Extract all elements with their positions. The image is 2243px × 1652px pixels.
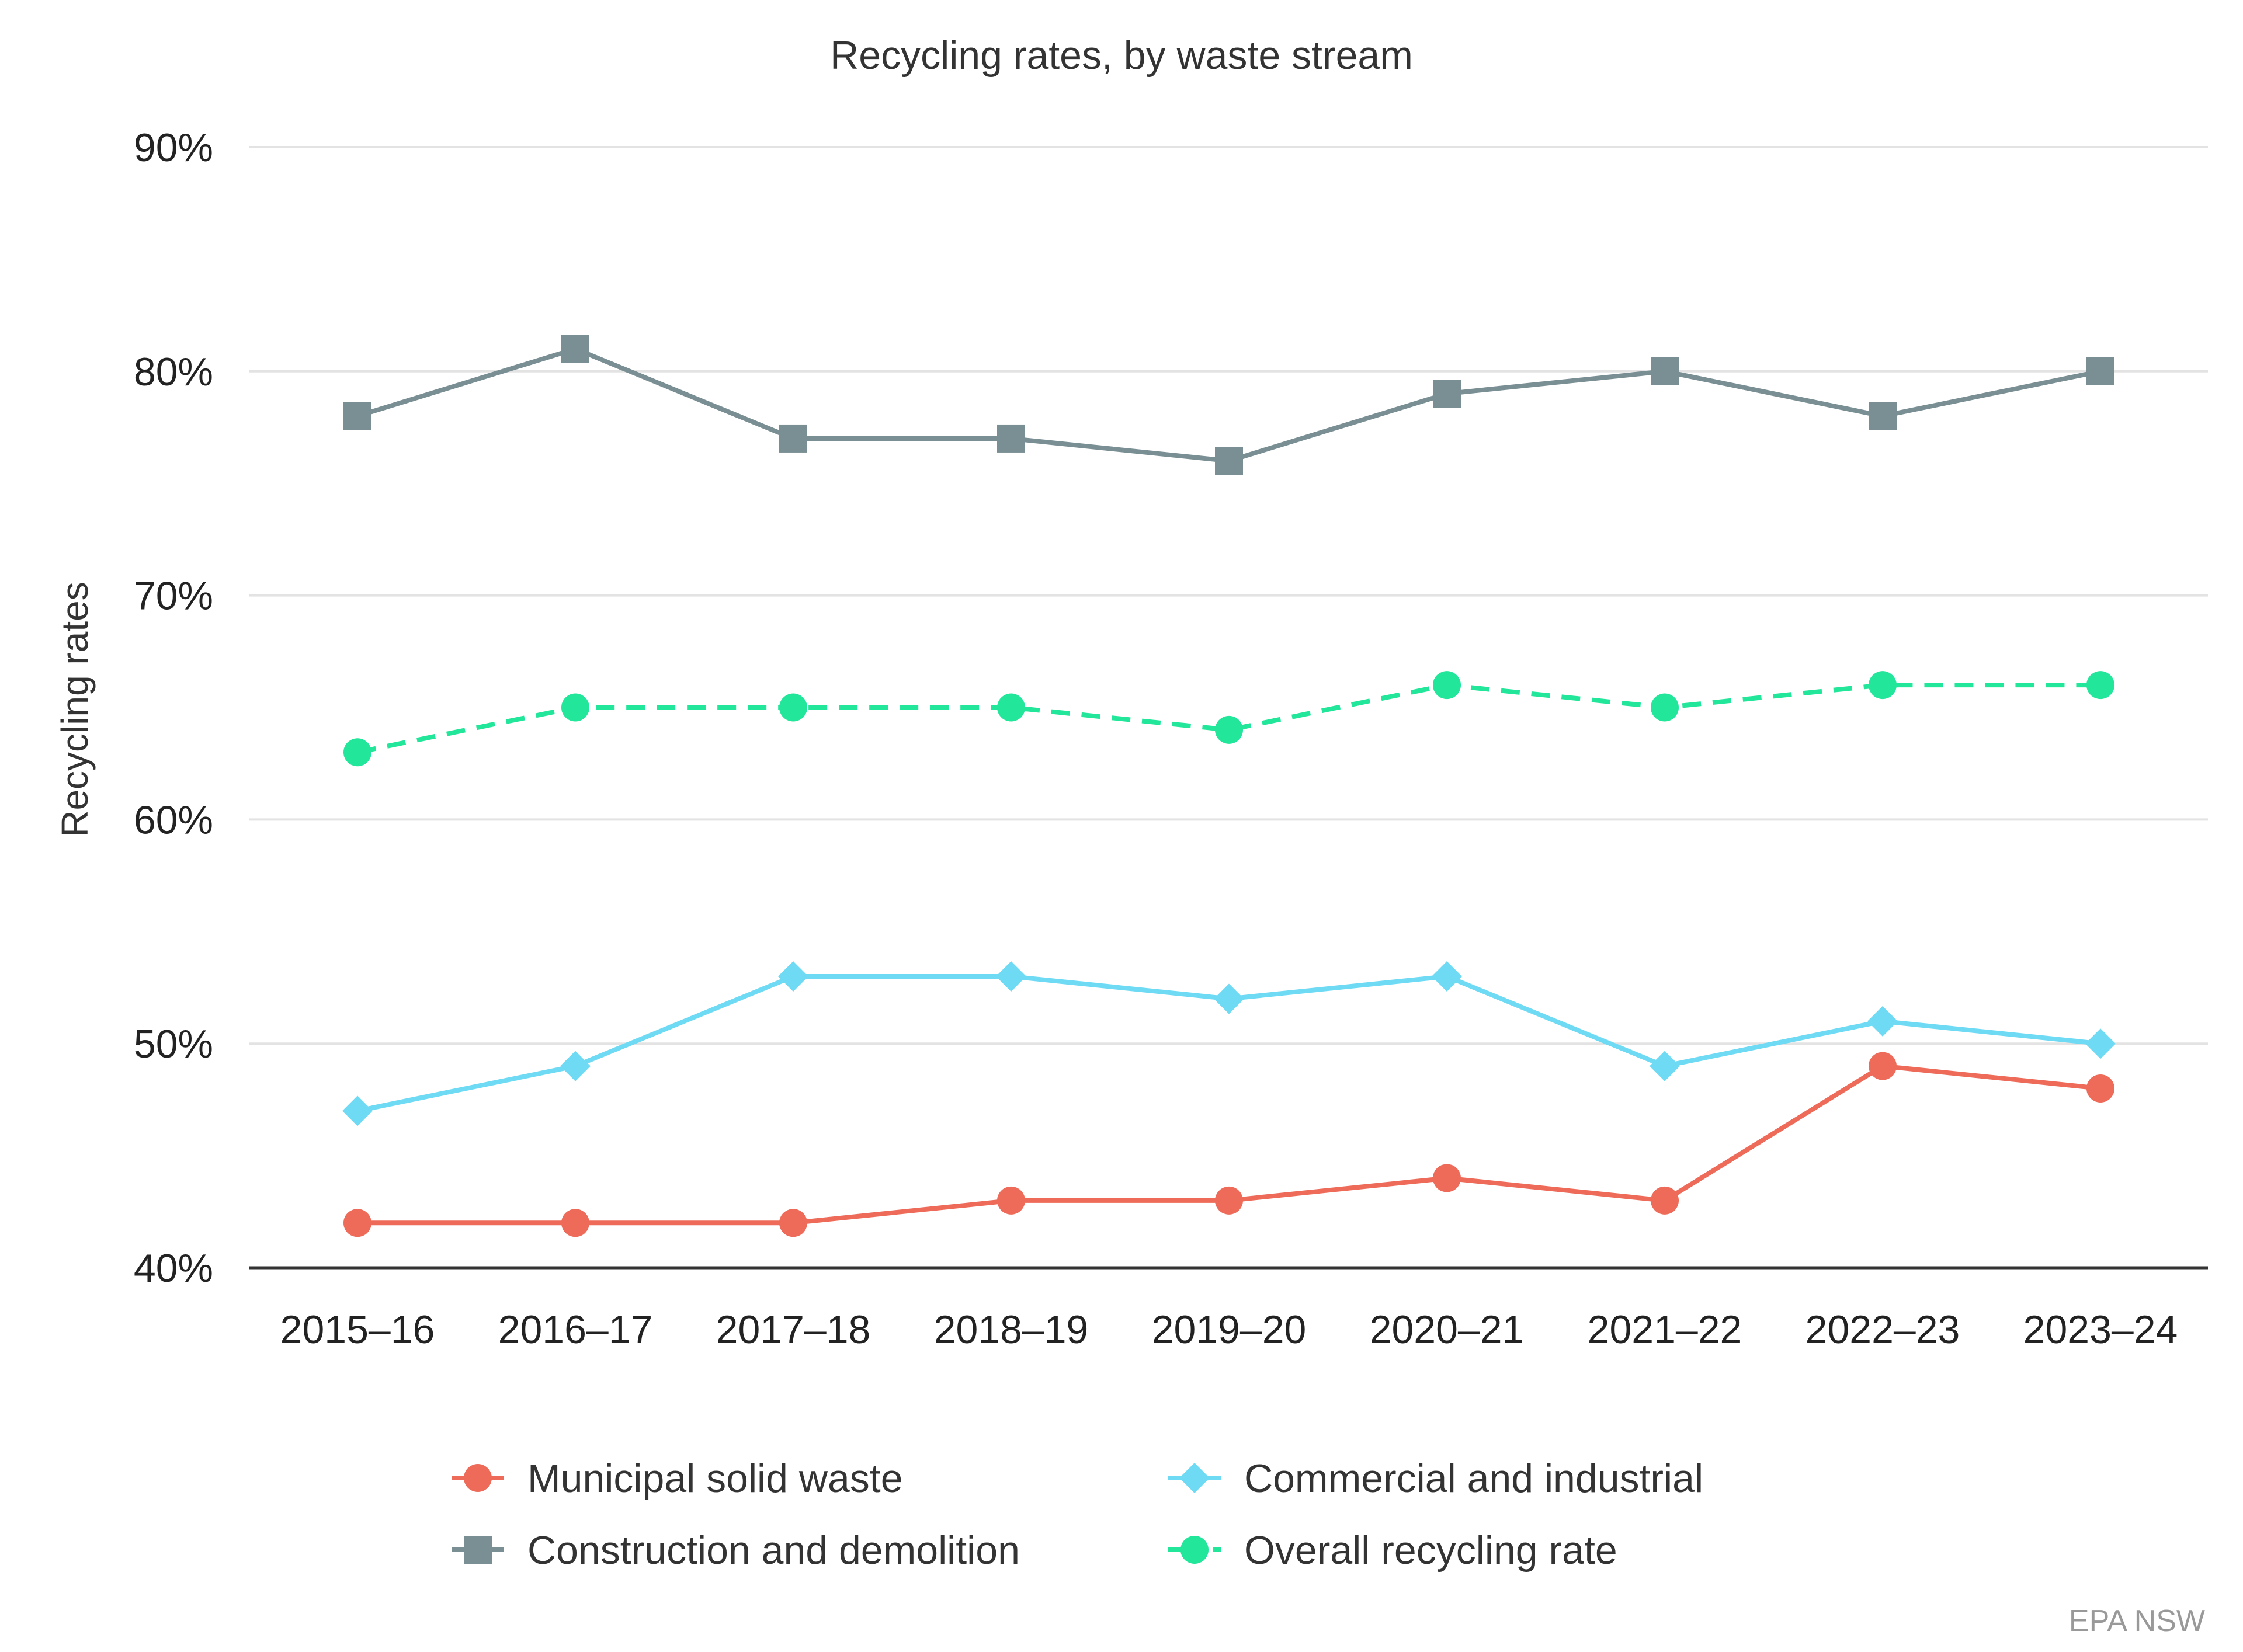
- data-point-overall-recycling-rate-3: [997, 693, 1025, 722]
- x-tick-label-6: 2021–22: [1588, 1307, 1742, 1352]
- series-line-construction-and-demolition: [356, 346, 2101, 464]
- data-point-municipal-solid-waste-2: [779, 1209, 807, 1237]
- data-point-construction-and-demolition-7: [1869, 402, 1897, 430]
- x-tick-label-2: 2017–18: [716, 1307, 871, 1352]
- chart-title: Recycling rates, by waste stream: [830, 33, 1413, 78]
- data-point-overall-recycling-rate-2: [779, 693, 807, 722]
- data-point-overall-recycling-rate-1: [561, 693, 589, 722]
- x-tick-label-1: 2016–17: [498, 1307, 653, 1352]
- legend-item-commercial-and-industrial: Commercial and industrial: [1168, 1456, 1703, 1501]
- data-point-commercial-and-industrial-8: [2085, 1028, 2116, 1059]
- legend: Municipal solid waste Commercial and indu…: [452, 1456, 1703, 1573]
- data-point-municipal-solid-waste-1: [561, 1209, 589, 1237]
- legend-item-municipal-solid-waste: Municipal solid waste: [452, 1456, 903, 1501]
- data-point-municipal-solid-waste-7: [1869, 1052, 1897, 1080]
- y-tick-label-50: 50%: [134, 1022, 213, 1066]
- y-axis-ticks: 40% 50% 60% 70% 80% 90%: [134, 126, 213, 1291]
- data-point-commercial-and-industrial-0: [342, 1095, 373, 1126]
- legend-item-construction-and-demolition: Construction and demolition: [452, 1528, 1020, 1573]
- data-point-overall-recycling-rate-5: [1433, 671, 1461, 700]
- data-point-commercial-and-industrial-1: [560, 1051, 591, 1081]
- legend-marker-construction-and-demolition: [464, 1536, 492, 1564]
- data-point-municipal-solid-waste-6: [1651, 1186, 1679, 1215]
- credit-text: EPA NSW: [2069, 1604, 2205, 1638]
- data-point-construction-and-demolition-6: [1651, 357, 1679, 385]
- data-point-municipal-solid-waste-5: [1433, 1164, 1461, 1192]
- data-point-commercial-and-industrial-6: [1650, 1051, 1680, 1081]
- legend-item-overall-recycling-rate: Overall recycling rate: [1168, 1528, 1617, 1573]
- legend-label-commercial-and-industrial: Commercial and industrial: [1244, 1456, 1703, 1501]
- data-point-construction-and-demolition-0: [343, 402, 371, 430]
- data-point-overall-recycling-rate-6: [1651, 693, 1679, 722]
- data-point-commercial-and-industrial-5: [1432, 961, 1462, 992]
- data-point-construction-and-demolition-1: [561, 335, 589, 363]
- series-municipal-solid-waste: [343, 1052, 2114, 1237]
- legend-label-municipal-solid-waste: Municipal solid waste: [527, 1456, 903, 1501]
- data-point-construction-and-demolition-3: [997, 424, 1025, 453]
- data-point-commercial-and-industrial-3: [996, 961, 1026, 992]
- x-tick-label-0: 2015–16: [280, 1307, 435, 1352]
- x-tick-label-3: 2018–19: [934, 1307, 1089, 1352]
- data-point-commercial-and-industrial-7: [1867, 1006, 1898, 1037]
- data-point-construction-and-demolition-5: [1433, 380, 1461, 408]
- legend-marker-municipal-solid-waste: [464, 1464, 492, 1492]
- legend-label-construction-and-demolition: Construction and demolition: [527, 1528, 1020, 1573]
- data-point-municipal-solid-waste-4: [1215, 1186, 1243, 1215]
- x-tick-label-5: 2020–21: [1370, 1307, 1525, 1352]
- y-tick-label-90: 90%: [134, 126, 213, 170]
- series-overall-recycling-rate: [343, 671, 2114, 767]
- y-tick-label-60: 60%: [134, 798, 213, 842]
- data-point-municipal-solid-waste-3: [997, 1186, 1025, 1215]
- data-point-construction-and-demolition-4: [1215, 447, 1243, 475]
- data-point-commercial-and-industrial-2: [778, 961, 808, 992]
- series-line-overall-recycling-rate: [357, 683, 2100, 755]
- series-commercial-and-industrial: [342, 961, 2116, 1126]
- legend-marker-commercial-and-industrial: [1179, 1463, 1210, 1493]
- data-point-municipal-solid-waste-0: [343, 1209, 371, 1237]
- y-tick-label-80: 80%: [134, 350, 213, 394]
- grid-lines: [249, 146, 2208, 1045]
- x-tick-label-7: 2022–23: [1805, 1307, 1960, 1352]
- data-point-overall-recycling-rate-8: [2086, 671, 2114, 700]
- data-point-municipal-solid-waste-8: [2086, 1074, 2114, 1103]
- data-point-overall-recycling-rate-7: [1869, 671, 1897, 700]
- y-tick-label-40: 40%: [134, 1246, 213, 1291]
- x-axis-ticks: 2015–16 2016–17 2017–18 2018–19 2019–20 2020–…: [280, 1307, 2178, 1352]
- data-point-construction-and-demolition-2: [779, 424, 807, 453]
- legend-label-overall-recycling-rate: Overall recycling rate: [1244, 1528, 1617, 1573]
- y-axis-title: Recycling rates: [54, 582, 96, 837]
- x-tick-label-8: 2023–24: [2023, 1307, 2178, 1352]
- y-tick-label-70: 70%: [134, 574, 213, 618]
- x-tick-label-4: 2019–20: [1152, 1307, 1307, 1352]
- data-point-construction-and-demolition-8: [2086, 357, 2114, 385]
- data-point-commercial-and-industrial-4: [1214, 983, 1244, 1014]
- data-point-overall-recycling-rate-0: [343, 738, 371, 767]
- series-construction-and-demolition: [343, 335, 2114, 475]
- data-point-overall-recycling-rate-4: [1215, 715, 1243, 744]
- series: [342, 335, 2116, 1237]
- legend-marker-overall-recycling-rate: [1180, 1536, 1209, 1564]
